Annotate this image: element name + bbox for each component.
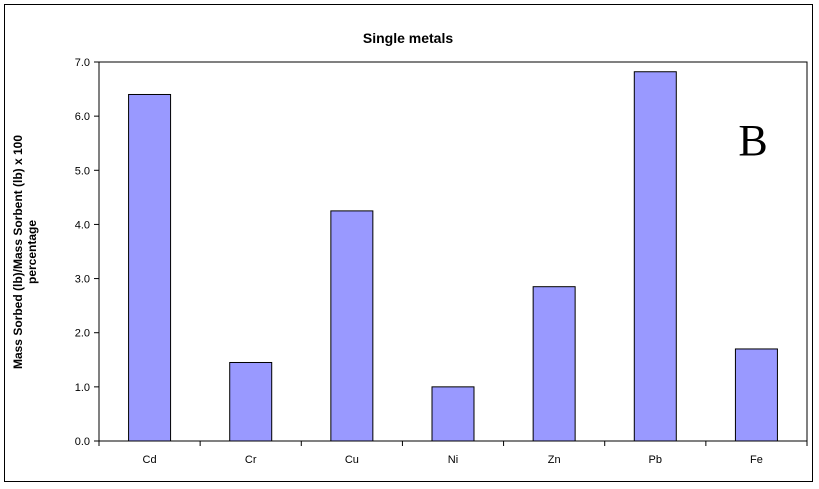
- y-tick-label: 1.0: [75, 382, 90, 394]
- x-tick-label: Ni: [448, 454, 458, 466]
- bar-pb: [633, 71, 677, 442]
- y-tick-label: 5.0: [75, 165, 90, 177]
- plot-border: [98, 61, 808, 442]
- bar-fe: [734, 348, 778, 442]
- y-tick-label: 4.0: [75, 219, 90, 231]
- x-tick-label: Fe: [750, 454, 763, 466]
- plot-area: 0.0 1.0 2.0 3.0 4.0 5.0 6.0 7.0 Cd Cr Cu Ni Zn Pb Fe: [75, 57, 808, 466]
- y-axis-label-line-2: percentage: [25, 220, 39, 284]
- x-tick-label: Pb: [649, 454, 662, 466]
- bar-zn: [532, 286, 576, 442]
- bar-ni: [431, 386, 475, 442]
- panel-letter: B: [738, 116, 767, 165]
- x-tick-label: Cu: [345, 454, 359, 466]
- bar-cu: [330, 210, 374, 442]
- x-tick-label: Cr: [245, 454, 257, 466]
- x-tick-label: Cd: [143, 454, 157, 466]
- chart-frame: Single metals Mass Sorbed (lb)/Mass Sorb…: [4, 4, 813, 482]
- y-axis-label: Mass Sorbed (lb)/Mass Sorbent (lb) x 100…: [11, 135, 39, 369]
- y-axis-label-line-1: Mass Sorbed (lb)/Mass Sorbent (lb) x 100: [11, 135, 25, 369]
- bar-cr: [229, 361, 273, 442]
- y-tick-label: 6.0: [75, 111, 90, 123]
- y-tick-label: 2.0: [75, 328, 90, 340]
- y-tick-label: 3.0: [75, 274, 90, 286]
- x-tick-label: Zn: [548, 454, 561, 466]
- bar-chart: Single metals Mass Sorbed (lb)/Mass Sorb…: [11, 30, 808, 466]
- y-tick-label: 0.0: [75, 436, 90, 448]
- chart-title: Single metals: [363, 30, 453, 46]
- bar-cd: [128, 93, 172, 442]
- y-tick-label: 7.0: [75, 57, 90, 69]
